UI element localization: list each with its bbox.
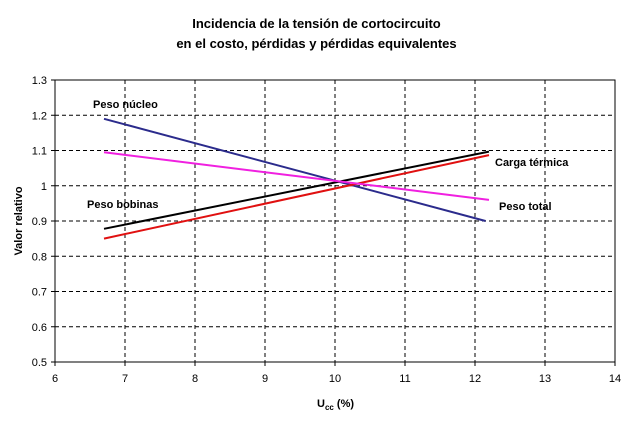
- y-tick-label: 1: [41, 181, 47, 193]
- x-tick-label: 6: [52, 373, 58, 385]
- series-label-peso-bobinas: Peso bobinas: [87, 199, 159, 211]
- x-axis-title-unit: (%): [334, 398, 355, 410]
- x-tick-label: 14: [609, 373, 621, 385]
- x-tick-label: 13: [539, 373, 551, 385]
- axis-ticks: 0.5 0.6 0.7 0.8 0.9 1 1.1 1.2 1.3 6 7 8 9 10 11 12 13 14: [32, 75, 621, 385]
- series-label-carga-termica: Carga térmica: [495, 157, 569, 169]
- y-tick-label: 0.8: [32, 251, 47, 263]
- series-lines: [103, 117, 490, 240]
- grid-lines: [55, 80, 615, 362]
- chart-title-line-1: Incidencia de la tensión de cortocircuit…: [192, 16, 441, 31]
- x-tick-label: 10: [329, 373, 341, 385]
- chart-title-line-2: en el costo, pérdidas y pérdidas equival…: [176, 36, 457, 51]
- y-tick-label: 0.6: [32, 322, 47, 334]
- y-tick-label: 1.2: [32, 110, 47, 122]
- y-tick-label: 1.3: [32, 75, 47, 87]
- y-tick-label: 1.1: [32, 146, 47, 158]
- x-tick-label: 9: [262, 373, 268, 385]
- x-tick-label: 8: [192, 373, 198, 385]
- x-axis-title-main: U: [317, 398, 325, 410]
- x-tick-label: 12: [469, 373, 481, 385]
- series-line-peso-bobinas: [103, 154, 490, 240]
- y-tick-label: 0.9: [32, 216, 47, 228]
- series-labels: Peso núcleo Carga térmica Peso bobinas Peso…: [87, 99, 569, 213]
- series-label-peso-nucleo: Peso núcleo: [93, 99, 158, 111]
- chart-title: Incidencia de la tensión de cortocircuit…: [0, 14, 633, 54]
- series-line-peso-nucleo: [103, 117, 486, 222]
- y-tick-label: 0.7: [32, 287, 47, 299]
- series-line-carga-termica: [103, 150, 490, 230]
- y-axis-title: Valor relativo: [13, 186, 25, 255]
- y-tick-label: 0.5: [32, 357, 47, 369]
- x-axis-title: Ucc (%): [317, 398, 354, 412]
- x-tick-label: 11: [399, 373, 410, 385]
- x-axis-title-sub: cc: [325, 403, 334, 412]
- series-line-peso-total: [103, 151, 490, 201]
- x-tick-label: 7: [122, 373, 128, 385]
- series-label-peso-total: Peso total: [499, 201, 552, 213]
